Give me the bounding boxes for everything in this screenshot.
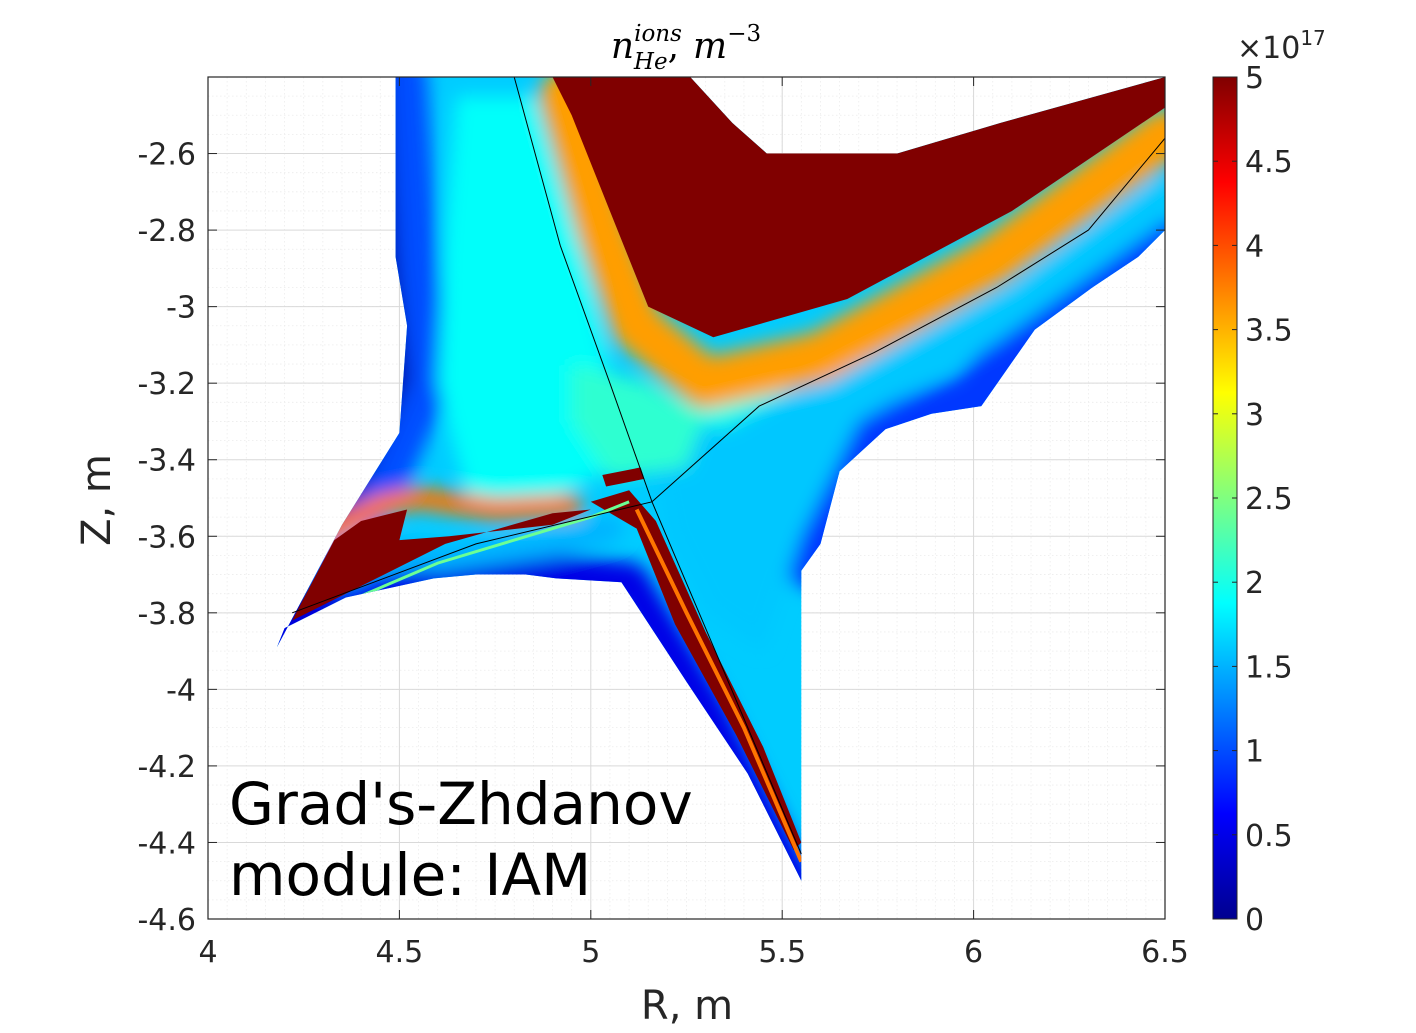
density-region xyxy=(292,509,591,621)
annotation: Grad's-Zhdanov module: IAM xyxy=(229,770,693,909)
density-region xyxy=(552,77,1165,338)
colorbar-tick-label: 4 xyxy=(1245,229,1264,264)
x-tick-label: 4 xyxy=(198,935,217,970)
y-tick-label: -3 xyxy=(166,291,196,326)
y-tick-label: -3.4 xyxy=(137,444,196,479)
colorbar: 0 0.5 1 1.5 2 2.5 3 3.5 4 4.5 5 ×1017 xyxy=(1212,26,1326,938)
y-tick-label: -4 xyxy=(166,673,196,708)
colorbar-tick-label: 2.5 xyxy=(1245,482,1293,517)
colorbar-tick-label: 4.5 xyxy=(1245,145,1293,180)
title-unit: m xyxy=(693,26,727,67)
title-superscript: ions xyxy=(634,21,682,47)
colorbar-tick-label: 1.5 xyxy=(1245,650,1293,685)
plot-frame xyxy=(207,76,1166,920)
title-unit-exponent: −3 xyxy=(727,21,761,47)
annotation-line-2: module: IAM xyxy=(229,841,591,909)
x-tick-label: 6 xyxy=(964,935,983,970)
y-tick-label: -4.2 xyxy=(137,750,196,785)
x-tick-label: 4.5 xyxy=(376,935,424,970)
field-blob xyxy=(571,364,706,479)
colorbar-tick-label: 2 xyxy=(1245,566,1264,601)
density-region xyxy=(602,467,645,487)
colorbar-multiplier: ×1017 xyxy=(1237,26,1326,66)
y-axis: -2.6 -2.8 -3 -3.2 -3.4 -3.6 -3.8 -4 -4.2 -4.4 -4.6 xyxy=(137,138,1165,938)
separatrix-line xyxy=(651,137,1165,503)
separatrix-line xyxy=(513,77,802,855)
x-axis: 4 4.5 5 5.5 6 6.5 xyxy=(198,77,1189,970)
leg-fringe xyxy=(303,500,630,622)
colorbar-ticks: 0 0.5 1 1.5 2 2.5 3 3.5 4 4.5 5 xyxy=(1213,61,1293,938)
title-symbol: n xyxy=(611,26,634,67)
y-tick-label: -3.6 xyxy=(137,520,196,555)
x-tick-label: 6.5 xyxy=(1141,935,1189,970)
title-subscript: He xyxy=(633,49,668,75)
x-tick-label: 5 xyxy=(581,935,600,970)
chart-title: nions He, m−3 xyxy=(611,21,761,75)
colorbar-tick-label: 3.5 xyxy=(1245,314,1293,349)
y-tick-label: -4.4 xyxy=(137,826,196,861)
y-axis-label: Z, m xyxy=(74,454,120,546)
colorbar-tick-label: 1 xyxy=(1245,735,1264,770)
field-band xyxy=(311,487,583,548)
separatrix xyxy=(292,77,1165,855)
x-axis-label: R, m xyxy=(641,983,733,1029)
field-band xyxy=(539,77,1165,409)
colorbar-tick-label: 0 xyxy=(1245,903,1264,938)
colorbar-tick-label: 0.5 xyxy=(1245,819,1293,854)
y-tick-label: -2.6 xyxy=(137,138,196,173)
annotation-line-1: Grad's-Zhdanov xyxy=(229,770,693,838)
x-tick-label: 5.5 xyxy=(758,935,806,970)
colorbar-tick-label: 3 xyxy=(1245,398,1264,433)
title-separator: , xyxy=(668,26,679,67)
y-tick-label: -3.8 xyxy=(137,597,196,632)
y-tick-label: -2.8 xyxy=(137,214,196,249)
plot-area: 4 4.5 5 5.5 6 6.5 -2.6-2.8-3-3.2-3.4-3.6-3.8-… xyxy=(137,76,1189,970)
separatrix-line xyxy=(292,501,653,614)
y-tick-label: -4.6 xyxy=(137,903,196,938)
leg-fringe xyxy=(634,508,804,863)
field-blob xyxy=(648,172,1165,652)
colorbar-tick-label: 5 xyxy=(1245,61,1264,96)
y-tick-label: -3.2 xyxy=(137,367,196,402)
